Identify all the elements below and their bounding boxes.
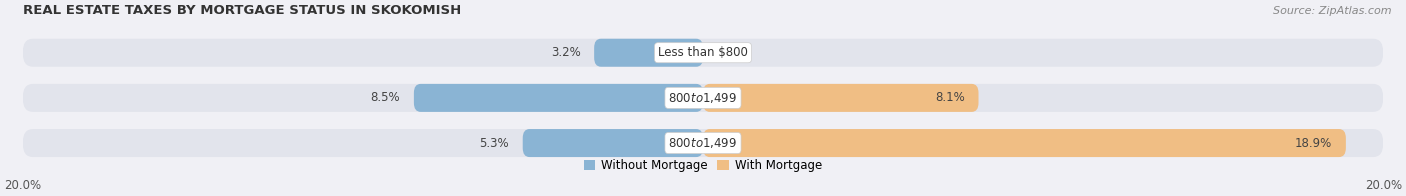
Text: 8.5%: 8.5% [371,91,401,104]
FancyBboxPatch shape [22,129,1384,157]
Text: 18.9%: 18.9% [1295,137,1333,150]
FancyBboxPatch shape [523,129,703,157]
FancyBboxPatch shape [22,84,1384,112]
Text: Less than $800: Less than $800 [658,46,748,59]
FancyBboxPatch shape [413,84,703,112]
FancyBboxPatch shape [703,84,979,112]
FancyBboxPatch shape [595,39,703,67]
Text: 8.1%: 8.1% [935,91,965,104]
Text: Source: ZipAtlas.com: Source: ZipAtlas.com [1274,6,1392,16]
Text: REAL ESTATE TAXES BY MORTGAGE STATUS IN SKOKOMISH: REAL ESTATE TAXES BY MORTGAGE STATUS IN … [22,4,461,17]
Text: 0.0%: 0.0% [717,46,747,59]
FancyBboxPatch shape [703,129,1346,157]
Text: 5.3%: 5.3% [479,137,509,150]
Text: $800 to $1,499: $800 to $1,499 [668,91,738,105]
Text: 3.2%: 3.2% [551,46,581,59]
Legend: Without Mortgage, With Mortgage: Without Mortgage, With Mortgage [579,154,827,176]
Text: $800 to $1,499: $800 to $1,499 [668,136,738,150]
FancyBboxPatch shape [22,39,1384,67]
